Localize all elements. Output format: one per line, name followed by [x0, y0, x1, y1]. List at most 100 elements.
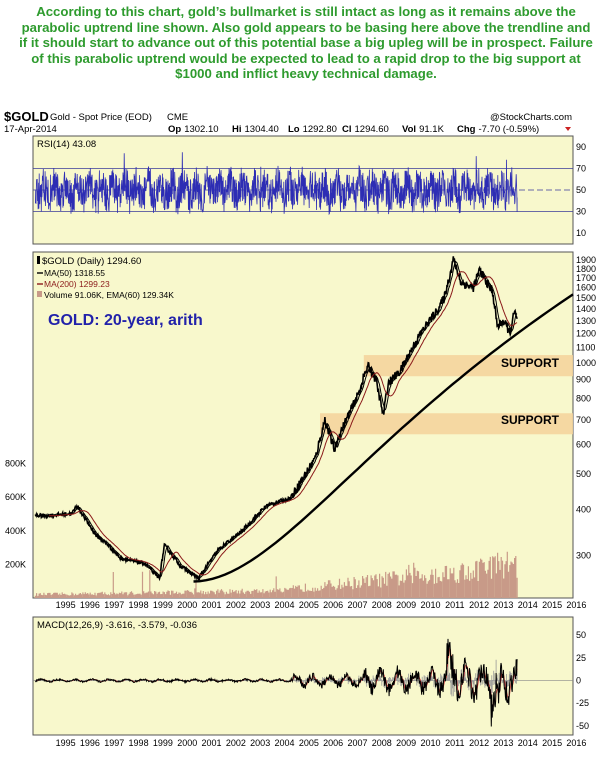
- volume-tick-400K: 400K: [5, 526, 26, 536]
- price-x-tick-1999: 1999: [153, 600, 173, 610]
- price-y-tick-400: 400: [576, 504, 591, 514]
- macd-x-tick-2004: 2004: [274, 738, 294, 748]
- exchange: CME: [167, 112, 188, 123]
- parabolic-trendline: [193, 293, 574, 583]
- volume-label: Vol: [402, 124, 416, 135]
- price-x-tick-1995: 1995: [56, 600, 76, 610]
- ma50-line: [39, 260, 518, 579]
- price-x-tick-2015: 2015: [542, 600, 562, 610]
- macd-x-tick-2014: 2014: [518, 738, 538, 748]
- low-label: Lo: [288, 124, 300, 135]
- price-y-tick-1800: 1800: [576, 264, 596, 274]
- macd-x-tick-2011: 2011: [445, 738, 464, 748]
- legend-gold: $GOLD (Daily) 1294.60: [42, 256, 141, 267]
- macd-x-tick-2001: 2001: [202, 738, 222, 748]
- high-value: 1304.40: [245, 124, 279, 135]
- close-value: 1294.60: [355, 124, 389, 135]
- macd-x-tick-1999: 1999: [153, 738, 173, 748]
- quote-line: Op 1302.10 Hi 1304.40 Lo 1292.80 Cl 1294.60 …: [168, 124, 539, 135]
- rsi-line: [35, 152, 518, 216]
- symbol-description: Gold - Spot Price (EOD): [50, 112, 152, 123]
- legend-ma200: MA(200) 1299.23: [44, 279, 110, 289]
- price-y-tick-1500: 1500: [576, 293, 596, 303]
- rsi-y-tick-30: 30: [576, 207, 586, 217]
- macd-x-tick-1997: 1997: [104, 738, 124, 748]
- price-x-tick-2013: 2013: [493, 600, 513, 610]
- chart-caption: According to this chart, gold’s bullmark…: [19, 4, 593, 82]
- price-x-tick-2004: 2004: [274, 600, 294, 610]
- volume-bars: [34, 551, 518, 598]
- down-arrow-icon: [565, 127, 571, 131]
- macd-y-tick-25: 25: [576, 653, 586, 663]
- support-label-1000: SUPPORT: [501, 356, 560, 370]
- chart-title: GOLD: 20-year, arith: [48, 312, 203, 329]
- rsi-layer: [33, 152, 573, 216]
- rsi-y-tick-70: 70: [576, 163, 586, 173]
- ma200-line: [49, 271, 518, 576]
- macd-x-tick-2012: 2012: [469, 738, 489, 748]
- price-y-tick-1400: 1400: [576, 304, 596, 314]
- support-label-700: SUPPORT: [501, 413, 560, 427]
- price-legend-swatch: [37, 256, 40, 264]
- price-y-tick-1300: 1300: [576, 316, 596, 326]
- macd-x-tick-2006: 2006: [323, 738, 343, 748]
- volume-tick-200K: 200K: [5, 559, 26, 569]
- macd-x-tick-2000: 2000: [177, 738, 197, 748]
- change-label: Chg: [457, 124, 476, 135]
- low-value: 1292.80: [303, 124, 337, 135]
- macd-x-tick-2016: 2016: [566, 738, 586, 748]
- price-x-tick-1998: 1998: [129, 600, 149, 610]
- open-value: 1302.10: [184, 124, 218, 135]
- price-y-tick-1000: 1000: [576, 358, 596, 368]
- macd-y-tick--50: -50: [576, 721, 589, 731]
- price-y-tick-900: 900: [576, 375, 591, 385]
- macd-x-tick-2013: 2013: [493, 738, 513, 748]
- price-y-tick-800: 800: [576, 394, 591, 404]
- close-label: Cl: [342, 124, 352, 135]
- price-x-tick-2012: 2012: [469, 600, 489, 610]
- price-x-tick-2007: 2007: [347, 600, 367, 610]
- quote-date: 17-Apr-2014: [4, 124, 57, 135]
- macd-x-tick-2002: 2002: [226, 738, 246, 748]
- macd-x-tick-2015: 2015: [542, 738, 562, 748]
- rsi-y-tick-90: 90: [576, 142, 586, 152]
- price-x-tick-1997: 1997: [104, 600, 124, 610]
- price-x-tick-2014: 2014: [518, 600, 538, 610]
- price-x-tick-2011: 2011: [445, 600, 464, 610]
- volume-tick-600K: 600K: [5, 492, 26, 502]
- price-x-tick-2009: 2009: [396, 600, 416, 610]
- price-x-tick-1996: 1996: [80, 600, 100, 610]
- support-band-700: [320, 413, 573, 435]
- price-y-tick-600: 600: [576, 440, 591, 450]
- legend-volume-swatch: [37, 291, 42, 297]
- change-value: -7.70 (-0.59%): [478, 124, 539, 135]
- price-x-tick-2001: 2001: [202, 600, 222, 610]
- price-layer: SUPPORT SUPPORT: [34, 256, 574, 598]
- price-x-tick-2002: 2002: [226, 600, 246, 610]
- open-label: Op: [168, 124, 181, 135]
- price-x-tick-2016: 2016: [566, 600, 586, 610]
- price-y-tick-1700: 1700: [576, 273, 596, 283]
- macd-x-tick-2007: 2007: [347, 738, 367, 748]
- rsi-y-tick-50: 50: [576, 185, 586, 195]
- price-y-tick-1100: 1100: [576, 343, 595, 353]
- support-band-1000: [363, 355, 573, 377]
- symbol: $GOLD: [4, 109, 49, 124]
- macd-x-tick-1998: 1998: [129, 738, 149, 748]
- price-x-tick-2003: 2003: [250, 600, 270, 610]
- price-y-tick-1900: 1900: [576, 255, 596, 265]
- macd-x-tick-2005: 2005: [299, 738, 319, 748]
- price-x-tick-2010: 2010: [420, 600, 440, 610]
- legend-volume: Volume 91.06K, EMA(60) 129.34K: [44, 290, 174, 300]
- price-x-tick-2008: 2008: [372, 600, 392, 610]
- macd-x-tick-2003: 2003: [250, 738, 270, 748]
- axis-layer: 1995 1995 1996 1996 1997 1997 1998 1998 1999 1999…: [5, 142, 596, 748]
- watermark: @StockCharts.com: [490, 112, 572, 123]
- price-y-tick-700: 700: [576, 415, 591, 425]
- macd-y-tick-50: 50: [576, 630, 586, 640]
- volume-tick-800K: 800K: [5, 459, 26, 469]
- macd-x-tick-2009: 2009: [396, 738, 416, 748]
- price-x-tick-2000: 2000: [177, 600, 197, 610]
- macd-legend: MACD(12,26,9) -3.616, -3.579, -0.036: [37, 620, 197, 631]
